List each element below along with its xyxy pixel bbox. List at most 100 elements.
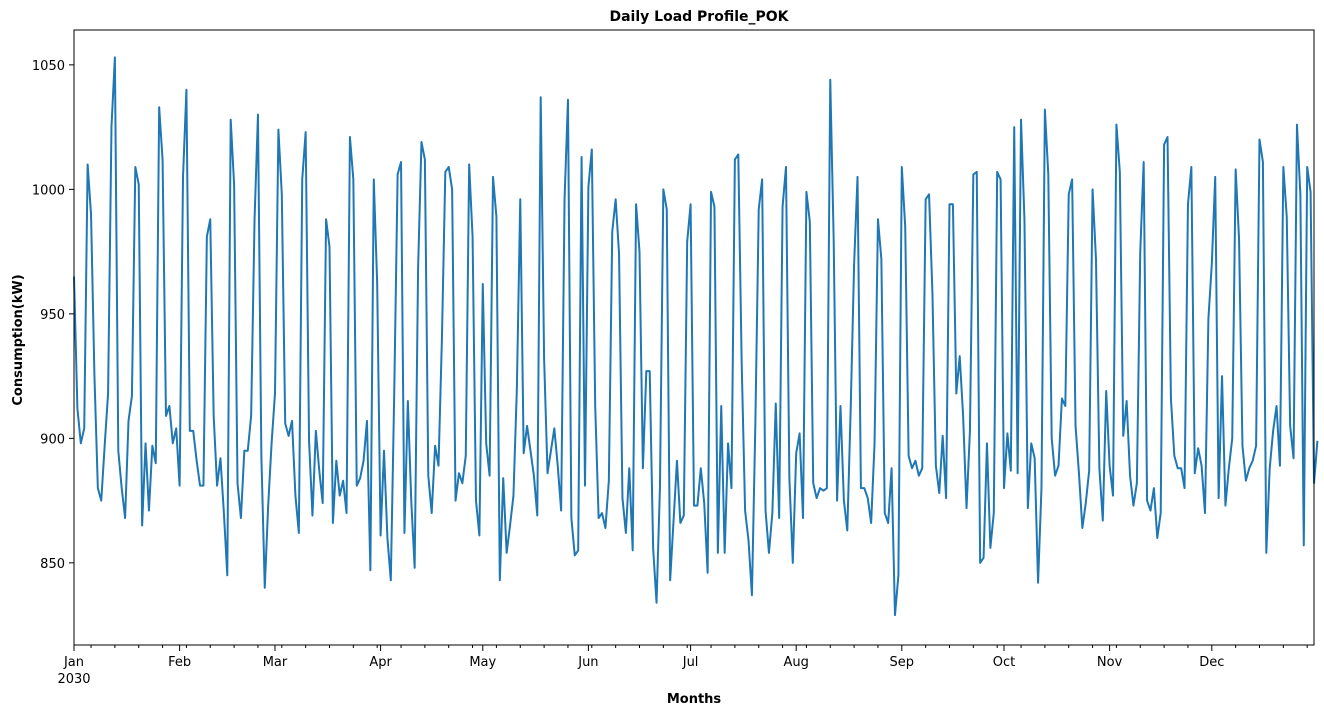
y-axis: 850 900 950 1000 1050: [32, 59, 74, 572]
data-point: [332, 522, 334, 524]
data-point: [203, 485, 205, 487]
data-point: [431, 512, 433, 514]
data-point: [376, 283, 378, 285]
data-point: [77, 408, 79, 410]
data-point: [707, 572, 709, 574]
data-point: [1065, 405, 1067, 407]
data-point: [669, 579, 671, 581]
data-point: [1272, 430, 1274, 432]
x-tick-label: Sep: [890, 655, 915, 670]
data-point: [162, 159, 164, 161]
data-point: [465, 455, 467, 457]
data-point: [295, 495, 297, 497]
data-point: [342, 480, 344, 482]
data-point: [676, 460, 678, 462]
data-point: [114, 57, 116, 59]
data-point: [802, 517, 804, 519]
data-point: [1139, 251, 1141, 253]
data-point: [891, 467, 893, 469]
data-point: [152, 445, 154, 447]
data-point: [281, 194, 283, 196]
data-point: [816, 497, 818, 499]
data-point: [288, 435, 290, 437]
data-point: [792, 562, 794, 564]
data-point: [424, 159, 426, 161]
data-point: [1303, 545, 1305, 547]
data-point: [680, 522, 682, 524]
data-point: [901, 166, 903, 168]
data-point: [227, 574, 229, 576]
data-point: [703, 502, 705, 504]
data-point: [322, 502, 324, 504]
data-point: [104, 445, 106, 447]
data-point: [1085, 502, 1087, 504]
data-point: [1007, 433, 1009, 435]
data-point: [772, 512, 774, 514]
data-point: [472, 236, 474, 238]
data-point: [1058, 465, 1060, 467]
x-axis: Jan 2030 Feb Mar Apr May Jun Jul Aug Sep Oct Nov Dec: [57, 645, 1308, 687]
data-point: [135, 166, 137, 168]
data-point: [700, 467, 702, 469]
data-point: [509, 525, 511, 527]
data-point: [959, 355, 961, 357]
data-point: [649, 370, 651, 372]
data-point: [1153, 487, 1155, 489]
plot-area: [73, 29, 1319, 646]
y-tick-label: 1000: [32, 183, 65, 198]
data-point: [189, 430, 191, 432]
data-point: [829, 79, 831, 81]
data-point: [380, 535, 382, 537]
data-point: [1214, 176, 1216, 178]
data-point: [737, 154, 739, 156]
data-point: [325, 218, 327, 220]
data-point: [523, 452, 525, 454]
data-point: [1235, 169, 1237, 171]
data-point: [819, 487, 821, 489]
data-point: [785, 166, 787, 168]
data-point: [874, 443, 876, 445]
data-point: [840, 405, 842, 407]
data-point: [230, 119, 232, 121]
data-point: [584, 485, 586, 487]
data-point: [315, 430, 317, 432]
data-point: [1238, 238, 1240, 240]
data-point: [1088, 470, 1090, 472]
data-point: [639, 251, 641, 253]
data-point: [1208, 318, 1210, 320]
data-point: [884, 512, 886, 514]
data-point: [1082, 527, 1084, 529]
data-point: [271, 443, 273, 445]
data-point: [165, 415, 167, 417]
data-point: [690, 203, 692, 205]
data-point: [949, 203, 951, 205]
data-point: [233, 184, 235, 186]
data-point: [410, 500, 412, 502]
data-point: [714, 206, 716, 208]
data-point: [1109, 465, 1111, 467]
data-point: [346, 512, 348, 514]
data-point: [1242, 445, 1244, 447]
data-point: [155, 462, 157, 464]
data-point: [925, 199, 927, 201]
data-point: [979, 562, 981, 564]
data-point: [1054, 475, 1056, 477]
data-point: [1126, 400, 1128, 402]
data-point: [1194, 472, 1196, 474]
x-tick-label: Nov: [1097, 655, 1123, 670]
data-point: [475, 500, 477, 502]
data-point: [826, 487, 828, 489]
data-point: [482, 283, 484, 285]
data-point: [353, 179, 355, 181]
data-point: [1180, 467, 1182, 469]
data-point: [220, 457, 222, 459]
data-point: [356, 485, 358, 487]
data-point: [1150, 510, 1152, 512]
data-point: [250, 415, 252, 417]
data-point: [274, 393, 276, 395]
data-point: [438, 465, 440, 467]
data-point: [404, 532, 406, 534]
x-tick-sublabel: 2030: [57, 672, 90, 687]
data-point: [768, 552, 770, 554]
data-point: [305, 131, 307, 133]
